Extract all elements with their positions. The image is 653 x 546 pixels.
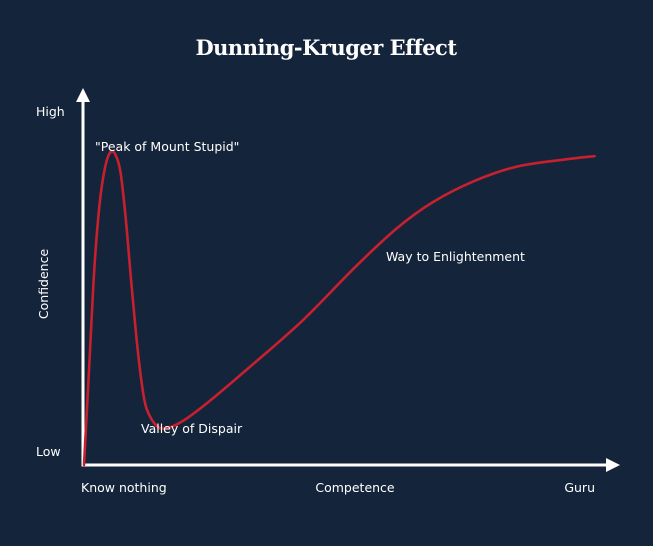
confidence-curve bbox=[82, 149, 596, 467]
y-tick-low: Low bbox=[36, 444, 61, 459]
chart-title: Dunning-Kruger Effect bbox=[195, 35, 457, 60]
annotation-valley-of-dispair: Valley of Dispair bbox=[141, 421, 243, 436]
x-tick-know-nothing: Know nothing bbox=[81, 480, 167, 495]
x-axis-arrowhead bbox=[606, 458, 620, 472]
annotation-peak-of-mount-stupid: "Peak of Mount Stupid" bbox=[95, 139, 239, 154]
y-tick-high: High bbox=[36, 104, 65, 119]
y-axis-label: Confidence bbox=[36, 249, 51, 320]
y-axis-arrowhead bbox=[76, 88, 90, 102]
x-tick-guru: Guru bbox=[564, 480, 595, 495]
annotation-way-to-enlightenment: Way to Enlightenment bbox=[386, 249, 525, 264]
x-axis-label: Competence bbox=[315, 480, 395, 495]
